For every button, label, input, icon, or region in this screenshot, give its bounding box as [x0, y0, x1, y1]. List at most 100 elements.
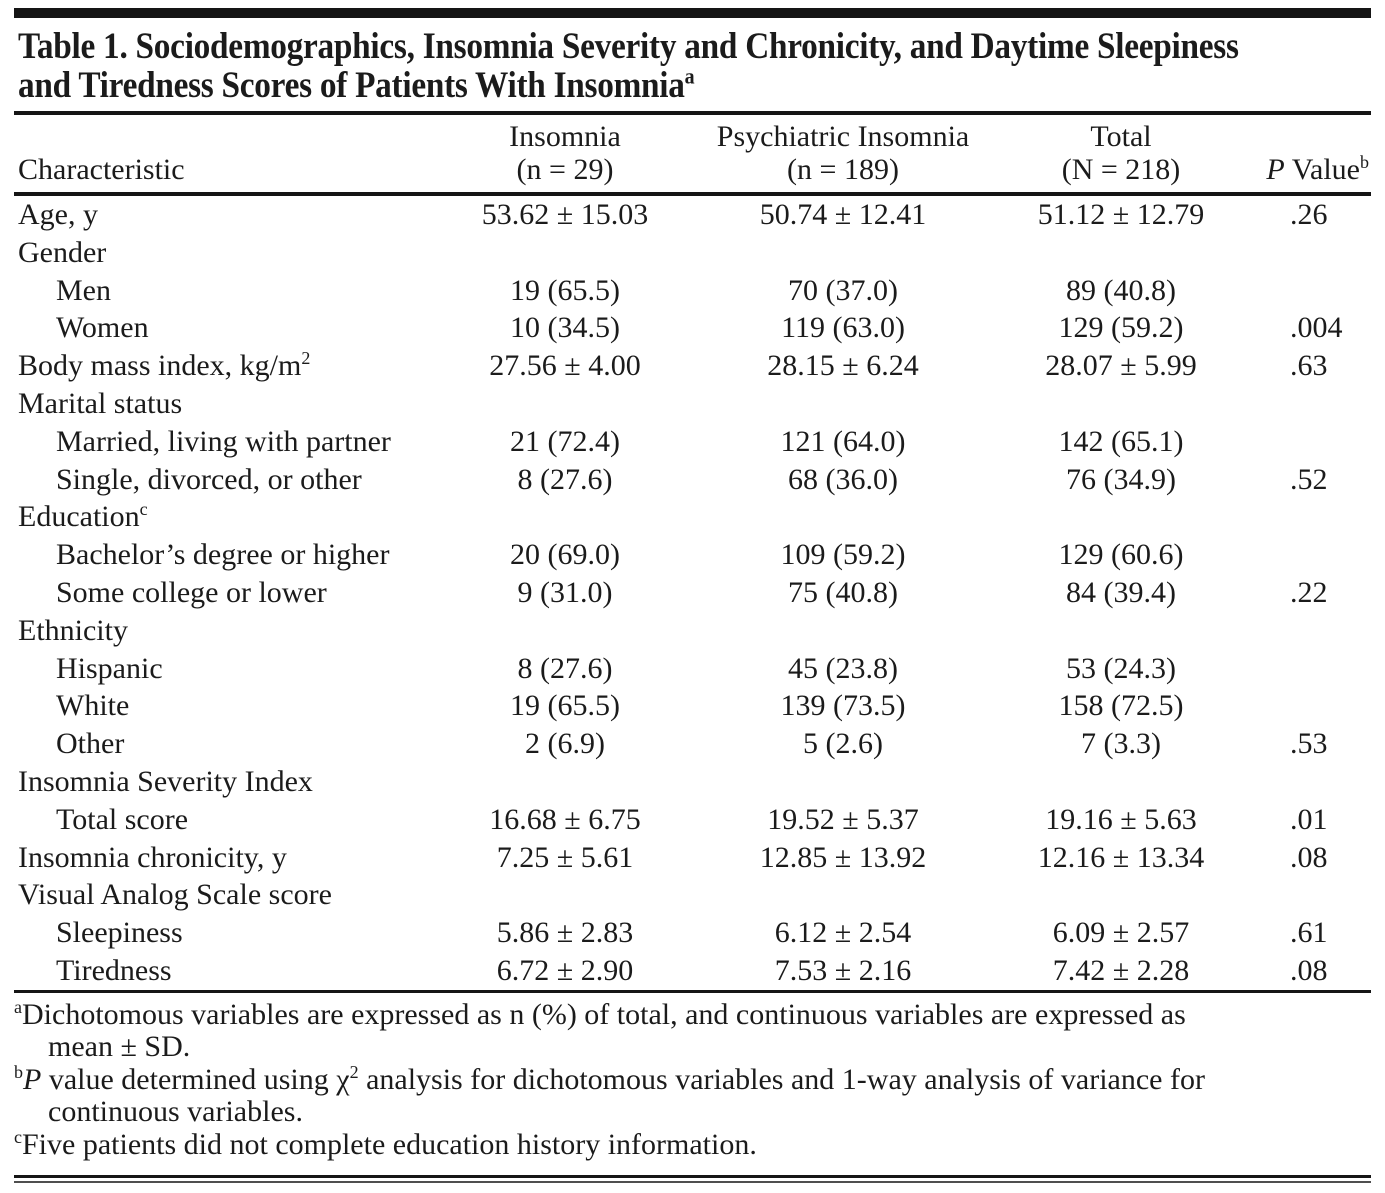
cell-insomnia: 21 (72.4): [510, 424, 620, 458]
bottom-rule-line2: [14, 1181, 1371, 1184]
table-title-line2: and Tiredness Scores of Patients With In…: [18, 63, 1236, 105]
footnote-c: cFive patients did not complete educatio…: [14, 1126, 1371, 1162]
table-row: Sleepiness 5.86 ± 2.83 6.12 ± 2.54 6.09 ± 2…: [14, 914, 1371, 952]
cell-insomnia: 20 (69.0): [510, 538, 620, 572]
cell-psychiatric-insomnia: 19.52 ± 5.37: [767, 802, 919, 836]
cell-psychiatric-insomnia: 6.12 ± 2.54: [774, 916, 912, 950]
table-row: Body mass index, kg/m2 27.56 ± 4.00 28.15 …: [14, 347, 1371, 385]
cell-insomnia: [440, 763, 690, 801]
row-label-text: Hispanic: [56, 651, 163, 685]
table-row: Total score 16.68 ± 6.75 19.52 ± 5.37 19.16…: [14, 801, 1371, 839]
footnote-text: analysis for dichotomous variables and 1…: [358, 1062, 1205, 1096]
column-header-psychiatric-line2: (n = 189): [787, 153, 899, 186]
cell-p-value: .63: [1290, 349, 1328, 383]
row-label-text: White: [56, 689, 130, 723]
table-row: Bachelor’s degree or higher 20 (69.0) 109 …: [14, 536, 1371, 574]
cell-insomnia: 7.25 ± 5.61: [496, 840, 634, 874]
table-row: Tiredness 6.72 ± 2.90 7.53 ± 2.16 7.42 ± 2.…: [14, 952, 1371, 991]
column-header-insomnia-line1: Insomnia: [509, 120, 621, 153]
cell-total: [996, 385, 1246, 423]
row-label-text: Age, y: [18, 198, 98, 231]
cell-insomnia: [440, 498, 690, 536]
cell-p-value: [1246, 423, 1371, 461]
column-header-p-value: P Valueb: [1246, 113, 1371, 194]
cell-psychiatric-insomnia: 139 (73.5): [780, 689, 906, 723]
row-label-text: Tiredness: [56, 953, 172, 987]
row-label-text: Insomnia Severity Index: [18, 764, 313, 798]
row-label: Other: [14, 725, 440, 763]
column-header-total-line2: (N = 218): [1061, 153, 1181, 186]
cell-psychiatric-insomnia: 75 (40.8): [788, 575, 898, 609]
row-label: Hispanic: [14, 650, 440, 688]
table-row: Men 19 (65.5) 70 (37.0) 89 (40.8): [14, 272, 1371, 310]
column-header-insomnia: Insomnia (n = 29): [440, 113, 690, 194]
row-label: White: [14, 687, 440, 725]
row-label-text: Sleepiness: [56, 916, 183, 950]
row-label-text: Gender: [18, 235, 107, 269]
row-label: Tiredness: [14, 952, 440, 991]
cell-insomnia: 6.72 ± 2.90: [496, 953, 634, 987]
row-label-text: Bachelor’s degree or higher: [56, 538, 390, 572]
cell-insomnia: [440, 612, 690, 650]
table-title: Table 1. Sociodemographics, Insomnia Sev…: [18, 27, 1239, 105]
cell-insomnia: 2 (6.9): [525, 727, 605, 761]
footnote-text: P: [23, 1062, 42, 1096]
cell-psychiatric-insomnia: 45 (23.8): [788, 651, 898, 685]
cell-psychiatric-insomnia: 7.53 ± 2.16: [774, 953, 912, 987]
table-row: Some college or lower 9 (31.0) 75 (40.8) 84…: [14, 574, 1371, 612]
cell-insomnia: 19 (65.5): [510, 689, 620, 723]
footnote-text: Five patients did not complete education…: [22, 1127, 757, 1161]
table-row: Women 10 (34.5) 119 (63.0) 129 (59.2) .004: [14, 309, 1371, 347]
table-title-line1: Table 1. Sociodemographics, Insomnia Sev…: [18, 27, 1239, 66]
cell-insomnia: 53.62 ± 15.03: [481, 198, 649, 231]
superscript: c: [139, 499, 148, 520]
row-label-text: Other: [56, 727, 125, 761]
cell-insomnia: 8 (27.6): [517, 462, 613, 496]
table-row: White 19 (65.5) 139 (73.5) 158 (72.5): [14, 687, 1371, 725]
cell-p-value: [1246, 498, 1371, 536]
footnote-text: Dichotomous variables are expressed as n…: [22, 997, 1186, 1031]
row-label-text: Married, living with partner: [56, 424, 391, 458]
row-label-text: Total score: [56, 802, 189, 836]
cell-total: 129 (60.6): [1058, 538, 1184, 572]
cell-insomnia: [440, 234, 690, 272]
bottom-rule-line1: [14, 1175, 1371, 1179]
header-row: Characteristic Insomnia (n = 29) Psychia…: [14, 113, 1371, 194]
table-row: Marital status: [14, 385, 1371, 423]
cell-total: 142 (65.1): [1058, 424, 1184, 458]
row-label: Men: [14, 272, 440, 310]
cell-insomnia: 8 (27.6): [517, 651, 613, 685]
cell-p-value: [1246, 234, 1371, 272]
cell-total: 129 (59.2): [1058, 311, 1184, 345]
cell-psychiatric-insomnia: [690, 612, 996, 650]
column-header-p-value-label: P Valueb: [1246, 153, 1369, 186]
row-label: Total score: [14, 801, 440, 839]
row-label: Some college or lower: [14, 574, 440, 612]
cell-total: 28.07 ± 5.99: [1045, 349, 1197, 383]
footnote-marker: a: [14, 996, 22, 1017]
column-header-psychiatric-insomnia: Psychiatric Insomnia (n = 189): [690, 113, 996, 194]
title-footnote-marker: a: [684, 63, 695, 89]
column-header-psychiatric-line1: Psychiatric Insomnia: [716, 120, 970, 153]
cell-p-value: .08: [1290, 840, 1328, 874]
cell-p-value: .53: [1290, 727, 1328, 761]
top-rule: [14, 8, 1371, 18]
table-row: Hispanic 8 (27.6) 45 (23.8) 53 (24.3): [14, 650, 1371, 688]
footnote-b: bP value determined using χ2 analysis fo…: [14, 1061, 1371, 1097]
cell-p-value: .26: [1290, 198, 1328, 231]
row-label: Marital status: [14, 385, 440, 423]
cell-psychiatric-insomnia: 121 (64.0): [780, 424, 906, 458]
cell-insomnia: 16.68 ± 6.75: [489, 802, 641, 836]
footnote-marker: b: [14, 1061, 23, 1082]
cell-psychiatric-insomnia: [690, 498, 996, 536]
cell-p-value: .52: [1290, 462, 1328, 496]
table-row: Other 2 (6.9) 5 (2.6) 7 (3.3) .53: [14, 725, 1371, 763]
cell-insomnia: [440, 385, 690, 423]
cell-psychiatric-insomnia: [690, 234, 996, 272]
footnote-marker: c: [14, 1126, 22, 1147]
cell-total: [996, 612, 1246, 650]
cell-insomnia: 5.86 ± 2.83: [496, 916, 634, 950]
cell-psychiatric-insomnia: 109 (59.2): [780, 538, 906, 572]
row-label-text: Body mass index, kg/m: [18, 349, 302, 383]
